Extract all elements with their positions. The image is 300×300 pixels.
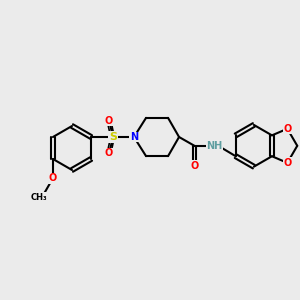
Text: O: O [190,160,199,171]
Text: CH₃: CH₃ [31,193,47,202]
Text: O: O [49,173,57,183]
Text: O: O [283,124,292,134]
Text: O: O [105,116,113,125]
Text: O: O [283,158,292,168]
Text: S: S [109,132,117,142]
Text: O: O [105,148,113,158]
Text: N: N [130,132,138,142]
Text: NH: NH [206,141,222,151]
